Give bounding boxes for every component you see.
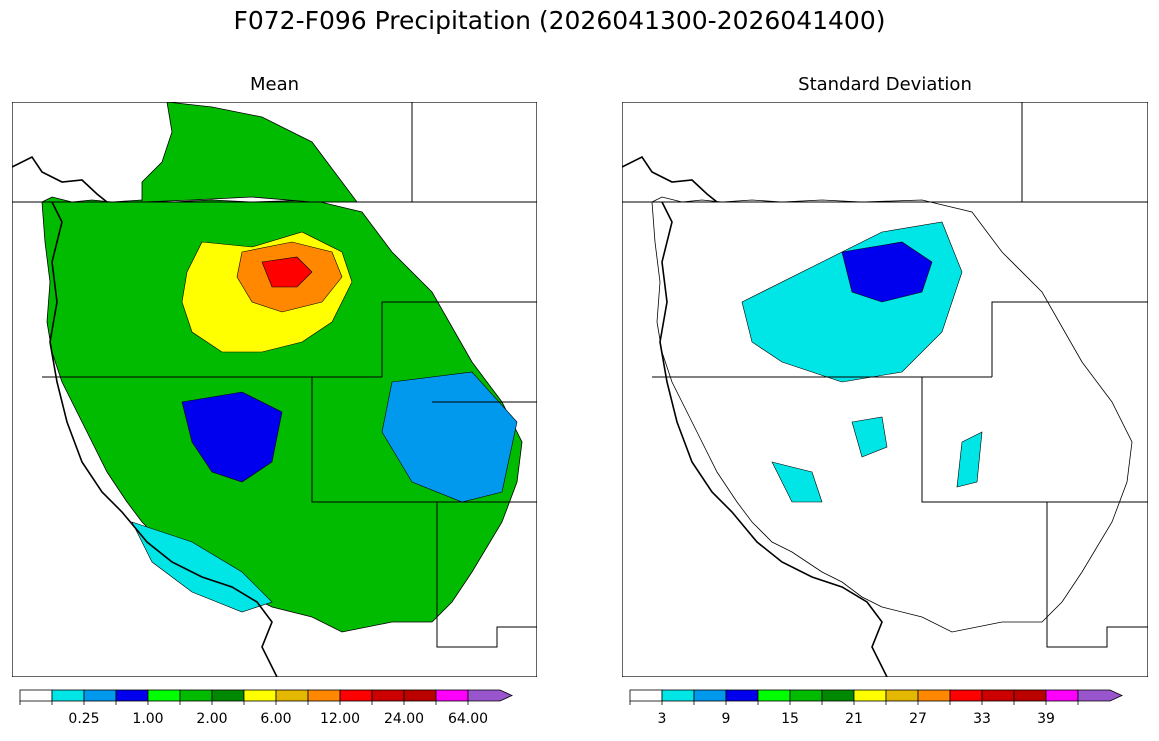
std-colorbar-tick-label: 33 bbox=[973, 711, 991, 727]
std-colorbar-tick-label: 21 bbox=[845, 711, 863, 727]
mean-colorbar-tick-label: 24.00 bbox=[384, 711, 424, 727]
std-colorbar-tick-label: 15 bbox=[781, 711, 799, 727]
mean-colorbar-bin bbox=[403, 689, 437, 702]
std-colorbar-bin bbox=[1045, 689, 1079, 702]
mean-colorbar-bin bbox=[339, 689, 373, 702]
mean-colorbar-tick-label: 12.00 bbox=[320, 711, 360, 727]
mean-colorbar-bin bbox=[179, 689, 213, 702]
std-coastline bbox=[622, 155, 888, 677]
mean-colorbar-extend-arrow bbox=[467, 689, 513, 702]
mean-colorbar-tick-label: 6.00 bbox=[260, 711, 291, 727]
std-colorbar-bin bbox=[693, 689, 727, 702]
std-map bbox=[622, 102, 1148, 677]
mean-colorbar-tick-label: 2.00 bbox=[196, 711, 227, 727]
mean-colorbar-bin bbox=[147, 689, 181, 702]
canada-green-region bbox=[141, 102, 358, 203]
std-state-borders bbox=[622, 102, 1148, 648]
sky-blue-east bbox=[381, 371, 518, 503]
std-colorbar-bin bbox=[885, 689, 919, 702]
mean-colorbar-bin bbox=[115, 689, 149, 702]
std-blue-core bbox=[841, 241, 933, 303]
std-colorbar-bin bbox=[981, 689, 1015, 702]
std-colorbar-tick-label: 27 bbox=[909, 711, 927, 727]
mean-colorbar-tick-label: 0.25 bbox=[68, 711, 99, 727]
mean-colorbar-bin bbox=[19, 689, 53, 702]
mean-colorbar-bin bbox=[307, 689, 341, 702]
std-colorbar: 3 9 15 21 27 33 39 bbox=[629, 689, 1123, 727]
mean-colorbar-tick-label: 64.00 bbox=[448, 711, 488, 727]
mean-colorbar-bin bbox=[275, 689, 309, 702]
blue-basins bbox=[181, 391, 283, 483]
std-colorbar-bin bbox=[949, 689, 983, 702]
state-borders bbox=[12, 102, 537, 648]
std-colorbar-tick-label: 9 bbox=[722, 711, 731, 727]
std-colorbar-bin bbox=[757, 689, 791, 702]
red-core bbox=[261, 256, 313, 288]
std-colorbar-bin bbox=[629, 689, 663, 702]
west-coast-land bbox=[41, 196, 523, 633]
std-colorbar-bin bbox=[821, 689, 855, 702]
mean-map bbox=[12, 102, 537, 677]
std-colorbar-bin bbox=[1013, 689, 1047, 702]
std-colorbar-bin bbox=[853, 689, 887, 702]
mean-colorbar-bin bbox=[211, 689, 245, 702]
std-colorbar-extend-arrow bbox=[1077, 689, 1123, 702]
mean-colorbar-bin bbox=[435, 689, 469, 702]
coastline bbox=[12, 155, 278, 677]
std-colorbar-bin bbox=[789, 689, 823, 702]
std-small-cyan bbox=[771, 416, 983, 503]
mean-colorbar-tick-label: 1.00 bbox=[132, 711, 163, 727]
std-colorbar-bin bbox=[661, 689, 695, 702]
mean-colorbar-bin bbox=[83, 689, 117, 702]
mean-colorbar-bin bbox=[243, 689, 277, 702]
std-panel-title: Standard Deviation bbox=[798, 74, 972, 95]
figure-title: F072-F096 Precipitation (2026041300-2026… bbox=[233, 6, 886, 35]
std-colorbar-bin bbox=[725, 689, 759, 702]
mean-colorbar-bin bbox=[51, 689, 85, 702]
mean-colorbar-bin bbox=[371, 689, 405, 702]
std-colorbar-tick-label: 39 bbox=[1037, 711, 1055, 727]
std-colorbar-bin bbox=[917, 689, 951, 702]
mean-panel-title: Mean bbox=[249, 74, 300, 95]
mean-colorbar: 0.25 1.00 2.00 6.00 12.00 24.00 64.00 bbox=[19, 689, 513, 727]
std-colorbar-tick-label: 3 bbox=[658, 711, 667, 727]
